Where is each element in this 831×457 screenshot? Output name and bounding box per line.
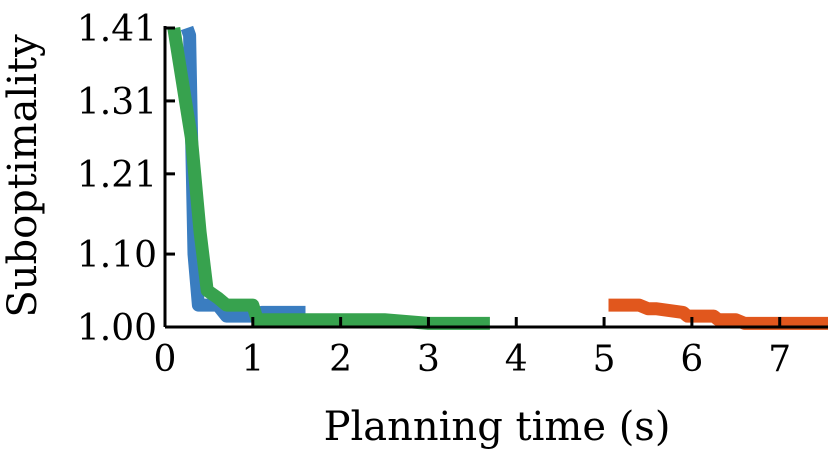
x-tick-label: 4 <box>505 339 528 380</box>
x-tick-label: 6 <box>680 339 703 380</box>
x-axis-label: Planning time (s) <box>324 404 671 450</box>
x-tick-label: 7 <box>768 339 791 380</box>
y-tick-label: 1.00 <box>77 308 157 349</box>
x-tick-label: 0 <box>154 339 177 380</box>
y-tick-label: 1.10 <box>77 235 157 276</box>
axes-layer <box>163 26 828 329</box>
x-tick-label: 5 <box>593 339 616 380</box>
y-tick-label: 1.31 <box>77 82 157 123</box>
x-tick-label: 2 <box>329 339 352 380</box>
x-tick-label: 3 <box>417 339 440 380</box>
y-tick-label: 1.41 <box>77 9 157 50</box>
y-tick-label: 1.21 <box>77 155 157 196</box>
series-line-3 <box>608 298 828 330</box>
x-tick-label: 1 <box>241 339 264 380</box>
series-layer <box>167 25 828 330</box>
ticks-layer: 0 1 2 3 4 5 6 7 1.00 1.10 1.21 1.31 1.41 <box>77 9 791 380</box>
y-axis-label: Suboptimality <box>0 34 46 318</box>
series-line-2 <box>167 26 490 330</box>
